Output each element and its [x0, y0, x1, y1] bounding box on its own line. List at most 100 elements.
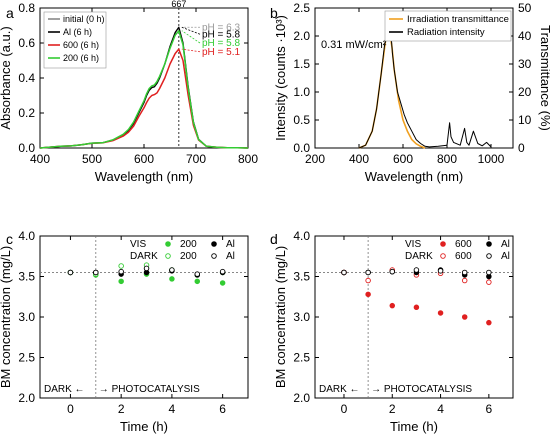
x-tick-label: 600 [134, 152, 154, 166]
x-tick-label: 700 [186, 152, 206, 166]
y-tick-label: 0.4 [18, 71, 35, 85]
y-tick-label: 2.5 [293, 1, 310, 15]
legend-box [384, 10, 512, 42]
x-tick-label: 600 [393, 152, 413, 166]
legend-entry: Al [501, 251, 510, 262]
y-tick-label: 0.5 [293, 113, 310, 127]
legend-marker [486, 253, 492, 259]
legend-header: VIS [405, 239, 421, 250]
data-point [219, 280, 226, 286]
data-point [437, 268, 444, 274]
legend-marker [440, 253, 446, 259]
ph-label: pH = 5.8 [202, 38, 241, 49]
data-point [486, 269, 492, 276]
panel-label: c [6, 231, 13, 247]
x-tick-label: 800 [437, 152, 457, 166]
legend-marker [440, 241, 446, 247]
phase-label-photocatalysis: → PHOTOCATALYSIS [371, 384, 472, 395]
y2-tick-label: 40 [518, 29, 532, 43]
data-point [486, 319, 492, 326]
legend-entry: 200 [180, 239, 197, 250]
x-tick-label: 2 [389, 402, 396, 416]
panel-c: c 0 2 4 6 2.0 2.5 3.0 3.5 4.0 Time (h) BM concentra… [0, 229, 249, 434]
y-tick-label: 2.0 [293, 391, 310, 405]
panel-label: d [270, 231, 278, 247]
legend-entry: Al [226, 251, 235, 262]
data-point [194, 271, 201, 277]
legend-header: DARK [405, 251, 433, 262]
legend-entry: Al [226, 239, 235, 250]
data-point [118, 278, 124, 285]
data-point [67, 269, 74, 276]
y-tick-label: 0.0 [293, 141, 310, 155]
y-tick-label: 3.5 [18, 270, 35, 284]
phase-label-dark: DARK ← [44, 384, 85, 395]
phase-label-photocatalysis: → PHOTOCATALYSIS [99, 384, 200, 395]
y2-tick-label: 20 [518, 85, 532, 99]
data-point [219, 268, 226, 275]
x-tick-label: 500 [82, 152, 102, 166]
x-tick-label: 4 [437, 402, 444, 416]
legend-entry: Al (6 h) [63, 27, 92, 37]
data-point [93, 269, 99, 276]
data-point [486, 279, 492, 285]
data-point [461, 277, 468, 284]
y-tick-label: 3.0 [293, 310, 310, 324]
y-tick-label: 2.0 [18, 391, 35, 405]
plot-frame [314, 7, 514, 149]
y-tick-label: 2.5 [18, 351, 35, 365]
y-tick-label: 3.5 [293, 270, 310, 284]
y-axis-label: Intensity (counts ·10³) [273, 15, 288, 141]
panel-label: b [270, 5, 278, 21]
data-point [461, 314, 468, 320]
legend-marker [165, 253, 171, 259]
y-tick-label: 0.0 [18, 141, 35, 155]
ph-arrow [181, 26, 201, 35]
data-point [389, 302, 396, 309]
data-point [341, 269, 347, 276]
data-point [194, 278, 201, 285]
x-tick-label: 2 [118, 402, 125, 416]
legend-header: VIS [130, 239, 146, 250]
legend-marker [165, 241, 171, 247]
data-point [413, 267, 420, 273]
peak-marker-label: 667 [171, 0, 186, 9]
y2-tick-label: 10 [518, 113, 532, 127]
x-axis-label: Time (h) [390, 419, 438, 434]
x-tick-label: 400 [30, 152, 50, 166]
data-point [118, 268, 124, 275]
legend-entry: 200 (6 h) [63, 53, 99, 63]
panel-label: a [6, 5, 14, 21]
x-tick-label: 1000 [478, 152, 505, 166]
legend-header: DARK [130, 251, 158, 262]
y-tick-label: 4.0 [18, 229, 35, 243]
legend-entry: initial (0 h) [63, 14, 105, 24]
x-tick-label: 200 [305, 152, 325, 166]
y2-tick-label: 50 [518, 1, 532, 15]
y2-tick-label: 0 [518, 141, 525, 155]
data-point [365, 269, 371, 276]
y2-axis-label: Transmittance (%) [538, 25, 550, 131]
data-point [437, 310, 444, 316]
ph-arrow [181, 30, 201, 44]
legend-entry: Al [501, 239, 510, 250]
x-axis-label: Wavelength (nm) [95, 169, 194, 184]
data-point [118, 263, 124, 269]
y-tick-label: 0.2 [18, 106, 35, 120]
data-point [169, 267, 175, 273]
y-tick-label: 1.5 [293, 57, 310, 71]
x-tick-label: 6 [486, 402, 493, 416]
y-tick-label: 1.0 [293, 85, 310, 99]
series-line-3 [39, 30, 249, 149]
legend-entry: 600 [455, 239, 472, 250]
legend-marker [211, 253, 217, 259]
data-point [461, 269, 468, 276]
y-tick-label: 3.0 [18, 310, 35, 324]
y-axis-label: BM concentration (mg/L) [0, 246, 13, 388]
data-point [169, 276, 175, 282]
y-tick-label: 4.0 [293, 229, 310, 243]
y-axis-label: Absorbance (a.u.) [0, 26, 13, 129]
ph-label: pH = 5.1 [202, 47, 241, 58]
y-axis-label: BM concentration (mg/L) [273, 246, 288, 388]
